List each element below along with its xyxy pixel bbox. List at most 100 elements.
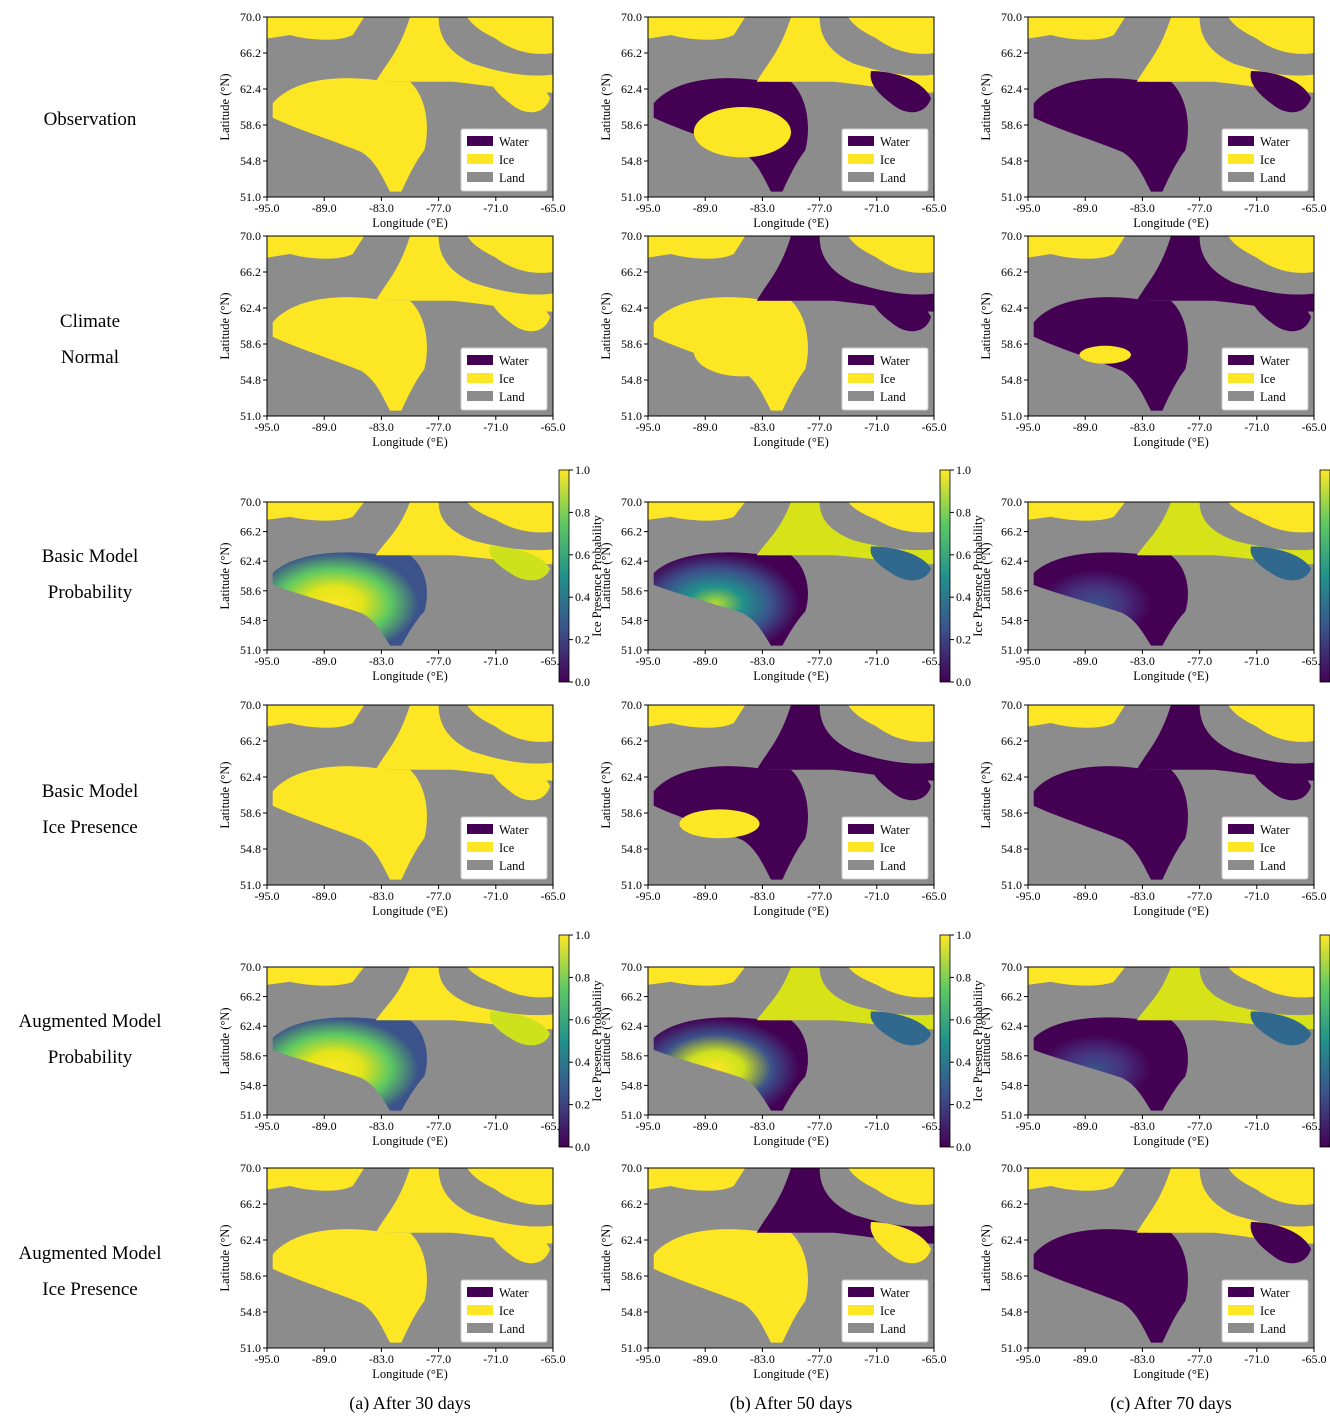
map-area	[648, 502, 934, 650]
bay-south-region	[1033, 1229, 1188, 1343]
x-tick-label: -83.0	[369, 889, 394, 903]
legend-label: Land	[880, 1322, 906, 1336]
y-tick-label: 51.0	[621, 1341, 642, 1355]
row-label-line: Observation	[43, 109, 137, 130]
y-tick-label: 54.8	[621, 842, 642, 856]
legend-box	[1221, 816, 1309, 880]
map-area	[1028, 502, 1314, 650]
plot-frame	[266, 501, 554, 651]
x-axis-label: Longitude (°E)	[372, 1367, 447, 1381]
colorbar-label: Ice Presence Probability	[971, 980, 985, 1102]
ice-region	[848, 236, 934, 273]
y-tick-label: 51.0	[621, 409, 642, 423]
x-tick-label: -65.0	[541, 201, 566, 215]
x-tick-label: -65.0	[922, 1119, 947, 1133]
map-area	[267, 967, 553, 1115]
x-tick-label: -65.0	[1302, 654, 1327, 668]
probability-field	[1033, 1017, 1188, 1111]
y-axis-label: Latitude (°N)	[979, 761, 993, 828]
legend-swatch-ice	[467, 842, 493, 852]
legend-swatch-water	[1228, 355, 1254, 365]
bay-north-region	[756, 17, 934, 93]
east-region	[1250, 71, 1312, 113]
y-tick-label: 66.2	[621, 734, 642, 748]
legend-box	[841, 816, 929, 880]
legend-box	[1221, 347, 1309, 411]
x-tick-label: -89.0	[312, 1119, 337, 1133]
map-area	[648, 236, 934, 416]
plot-frame	[1027, 235, 1315, 417]
legend: Water Ice Land	[841, 1279, 929, 1343]
y-tick-label: 58.6	[1001, 1049, 1022, 1063]
x-tick-label: -89.0	[1073, 201, 1098, 215]
x-axis-label: Longitude (°E)	[372, 904, 447, 918]
legend-label: Water	[499, 823, 529, 837]
east-region	[870, 71, 932, 113]
colorbar-tick-label: 0.8	[956, 970, 971, 984]
land-region	[648, 17, 934, 197]
x-tick-label: -71.0	[864, 889, 889, 903]
row-label: Observation	[0, 102, 180, 138]
colorbar-tick-label: 0.8	[956, 505, 971, 519]
x-tick-label: -65.0	[1302, 1352, 1327, 1366]
x-tick-label: -83.0	[750, 201, 775, 215]
legend-swatch-water	[848, 136, 874, 146]
bay-south-region	[272, 766, 427, 880]
y-tick-label: 70.0	[621, 229, 642, 243]
legend-swatch-ice	[1228, 373, 1254, 383]
legend-swatch-water	[848, 355, 874, 365]
plot-frame	[1027, 704, 1315, 886]
bay-north-region	[756, 705, 934, 781]
y-tick-label: 66.2	[240, 734, 261, 748]
ice-region	[848, 1168, 934, 1205]
x-tick-label: -65.0	[922, 889, 947, 903]
y-tick-label: 62.4	[621, 554, 642, 568]
x-tick-label: -77.0	[807, 1119, 832, 1133]
legend: Water Ice Land	[841, 347, 929, 411]
y-tick-label: 62.4	[621, 770, 642, 784]
colorbar-tick-label: 1.0	[956, 463, 971, 477]
plot-frame	[647, 16, 935, 198]
legend-label: Ice	[499, 1304, 515, 1318]
y-tick-label: 66.2	[621, 525, 642, 539]
x-tick-label: -65.0	[922, 201, 947, 215]
legend-swatch-water	[1228, 1287, 1254, 1297]
x-tick-label: -77.0	[426, 420, 451, 434]
x-axis-label: Longitude (°E)	[753, 904, 828, 918]
x-tick-label: -95.0	[636, 654, 661, 668]
legend-swatch-ice	[848, 373, 874, 383]
x-tick-label: -71.0	[483, 1119, 508, 1133]
x-tick-label: -77.0	[1187, 1119, 1212, 1133]
legend-box	[841, 128, 929, 192]
x-tick-label: -65.0	[922, 654, 947, 668]
y-tick-label: 62.4	[1001, 1019, 1022, 1033]
y-tick-label: 62.4	[1001, 770, 1022, 784]
east-region	[489, 759, 551, 801]
legend-swatch-water	[467, 824, 493, 834]
legend-swatch-ice	[1228, 842, 1254, 852]
x-tick-label: -65.0	[1302, 889, 1327, 903]
probability-field	[489, 546, 551, 581]
legend-label: Land	[499, 1322, 525, 1336]
ice-region	[1028, 502, 1126, 521]
colorbar-tick-label: 0.2	[575, 633, 590, 647]
legend-box	[841, 347, 929, 411]
legend-label: Land	[1260, 1322, 1286, 1336]
bay-south-region	[272, 297, 427, 411]
map-area	[1028, 17, 1314, 197]
legend-label: Water	[880, 135, 910, 149]
row-label-line: Probability	[47, 582, 133, 603]
x-tick-label: -71.0	[864, 420, 889, 434]
x-tick-label: -89.0	[312, 889, 337, 903]
map-area	[267, 236, 553, 416]
legend-swatch-land	[1228, 860, 1254, 870]
bay-north-region	[1136, 17, 1314, 93]
y-axis-label: Latitude (°N)	[599, 1224, 613, 1291]
y-axis-label: Latitude (°N)	[599, 73, 613, 140]
east-region	[1250, 1222, 1312, 1264]
plot-frame	[266, 16, 554, 198]
y-tick-label: 66.2	[240, 265, 261, 279]
probability-field	[1033, 552, 1188, 646]
probability-field	[1250, 1011, 1312, 1046]
